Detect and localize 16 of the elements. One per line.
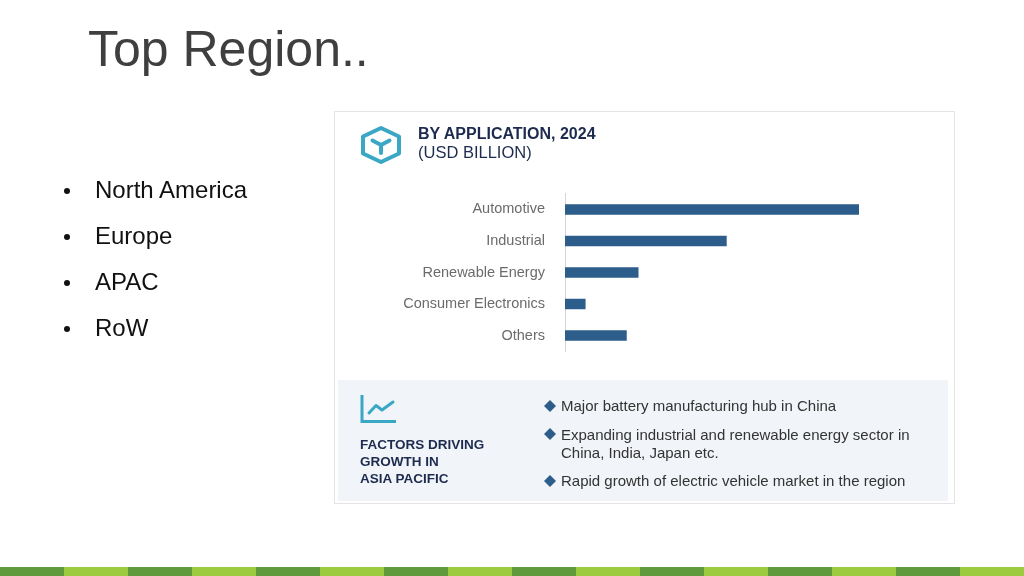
text: Expanding industrial and renewable energy sector in China, India, Japan etc. xyxy=(561,425,911,462)
text: Major battery manufacturing hub in China xyxy=(561,397,838,415)
y-tick-label: Consumer Electronics xyxy=(403,295,545,312)
text: North America xyxy=(95,175,248,205)
y-tick-label: Others xyxy=(501,326,545,343)
text: FACTORS DRIVING GROWTH IN ASIA PACIFIC xyxy=(360,435,485,487)
chart-title: BY APPLICATION, 2024 xyxy=(418,125,596,143)
text: APAC xyxy=(95,267,159,297)
text: Europe xyxy=(95,221,173,251)
y-tick-label: Industrial xyxy=(486,231,545,248)
text: Rapid growth of electric vehicle market in the region xyxy=(561,472,907,490)
y-tick-label: Renewable Energy xyxy=(422,263,546,280)
text: Top Region.. xyxy=(88,21,369,77)
chart-subtitle: (USD BILLION) xyxy=(418,143,532,161)
text: RoW xyxy=(95,313,149,343)
y-tick-label: Automotive xyxy=(472,200,545,217)
